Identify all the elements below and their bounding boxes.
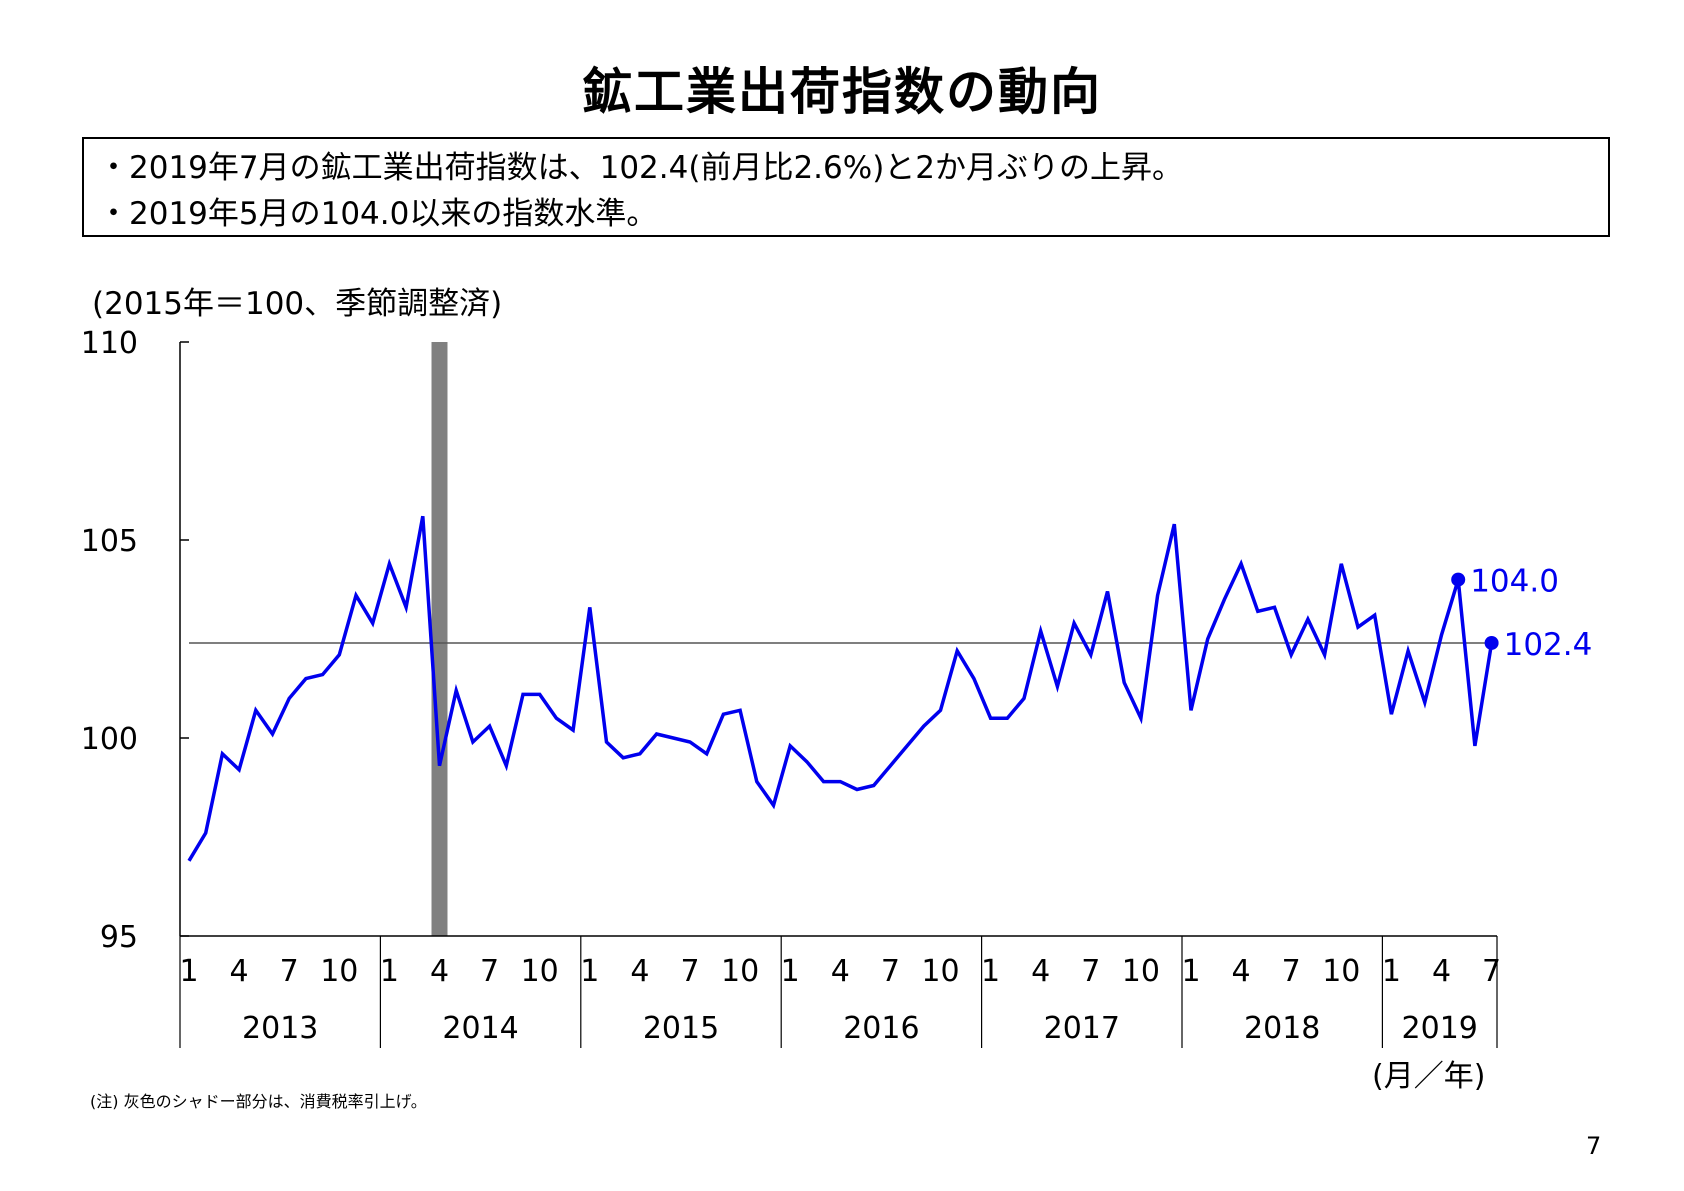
x-month-tick-label: 7	[1282, 954, 1301, 989]
x-month-tick-label: 10	[521, 954, 559, 989]
x-month-tick-label: 4	[430, 954, 449, 989]
highlight-point	[1451, 572, 1466, 587]
summary-line-1: ・2019年7月の鉱工業出荷指数は、102.4(前月比2.6%)と2か月ぶりの上…	[98, 150, 1184, 186]
tax-hike-shade-group	[431, 342, 448, 936]
highlight-point-label: 104.0	[1470, 564, 1559, 600]
x-month-tick-label: 10	[721, 954, 759, 989]
tax-hike-shade	[431, 342, 448, 936]
x-year-label: 2018	[1244, 1011, 1320, 1046]
x-year-label: 2017	[1044, 1011, 1120, 1046]
highlight-point	[1484, 635, 1499, 650]
x-month-tick-label: 4	[1432, 954, 1451, 989]
page-title: 鉱工業出荷指数の動向	[582, 63, 1102, 121]
x-month-tick-label: 1	[580, 954, 599, 989]
y-axis-unit-label: (2015年＝100、季節調整済)	[92, 286, 503, 322]
shipment-index-line	[187, 515, 1494, 862]
series-group	[187, 515, 1499, 862]
x-month-tick-label: 7	[881, 954, 900, 989]
x-month-tick-label: 1	[1181, 954, 1200, 989]
x-month-tick-label: 7	[280, 954, 299, 989]
x-month-tick-label: 4	[1232, 954, 1251, 989]
y-tick-label: 100	[81, 722, 138, 757]
x-month-tick-label: 4	[630, 954, 649, 989]
x-month-tick-label: 10	[1122, 954, 1160, 989]
x-month-tick-label: 4	[1031, 954, 1050, 989]
x-axis-unit-label: (月／年)	[1372, 1059, 1485, 1094]
x-month-tick-label: 7	[680, 954, 699, 989]
x-month-tick-label: 7	[1482, 954, 1501, 989]
x-month-tick-label: 10	[921, 954, 959, 989]
x-year-label: 2019	[1402, 1011, 1478, 1046]
x-month-tick-label: 7	[1081, 954, 1100, 989]
x-year-label: 2015	[643, 1011, 719, 1046]
y-tick-label: 110	[81, 326, 138, 361]
x-year-label: 2016	[843, 1011, 919, 1046]
x-month-tick-label: 1	[781, 954, 800, 989]
x-month-tick-label: 1	[1382, 954, 1401, 989]
y-tick-label: 105	[81, 524, 138, 559]
x-month-tick-label: 10	[1322, 954, 1360, 989]
x-year-label: 2014	[442, 1011, 518, 1046]
x-month-tick-label: 10	[320, 954, 358, 989]
x-month-tick-label: 1	[981, 954, 1000, 989]
x-year-label: 2013	[242, 1011, 318, 1046]
summary-box: ・2019年7月の鉱工業出荷指数は、102.4(前月比2.6%)と2か月ぶりの上…	[82, 137, 1610, 237]
y-tick-label: 95	[100, 920, 138, 955]
x-month-tick-label: 1	[179, 954, 198, 989]
page-number: 7	[1586, 1132, 1602, 1160]
x-month-tick-label: 4	[831, 954, 850, 989]
x-month-tick-label: 1	[380, 954, 399, 989]
footnote: (注) 灰色のシャドー部分は、消費税率引上げ。	[90, 1092, 427, 1111]
highlight-point-label: 102.4	[1504, 627, 1593, 663]
x-month-tick-label: 7	[480, 954, 499, 989]
x-month-tick-label: 4	[230, 954, 249, 989]
summary-line-2: ・2019年5月の104.0以来の指数水準。	[98, 196, 658, 232]
axes-group	[179, 341, 1498, 1048]
